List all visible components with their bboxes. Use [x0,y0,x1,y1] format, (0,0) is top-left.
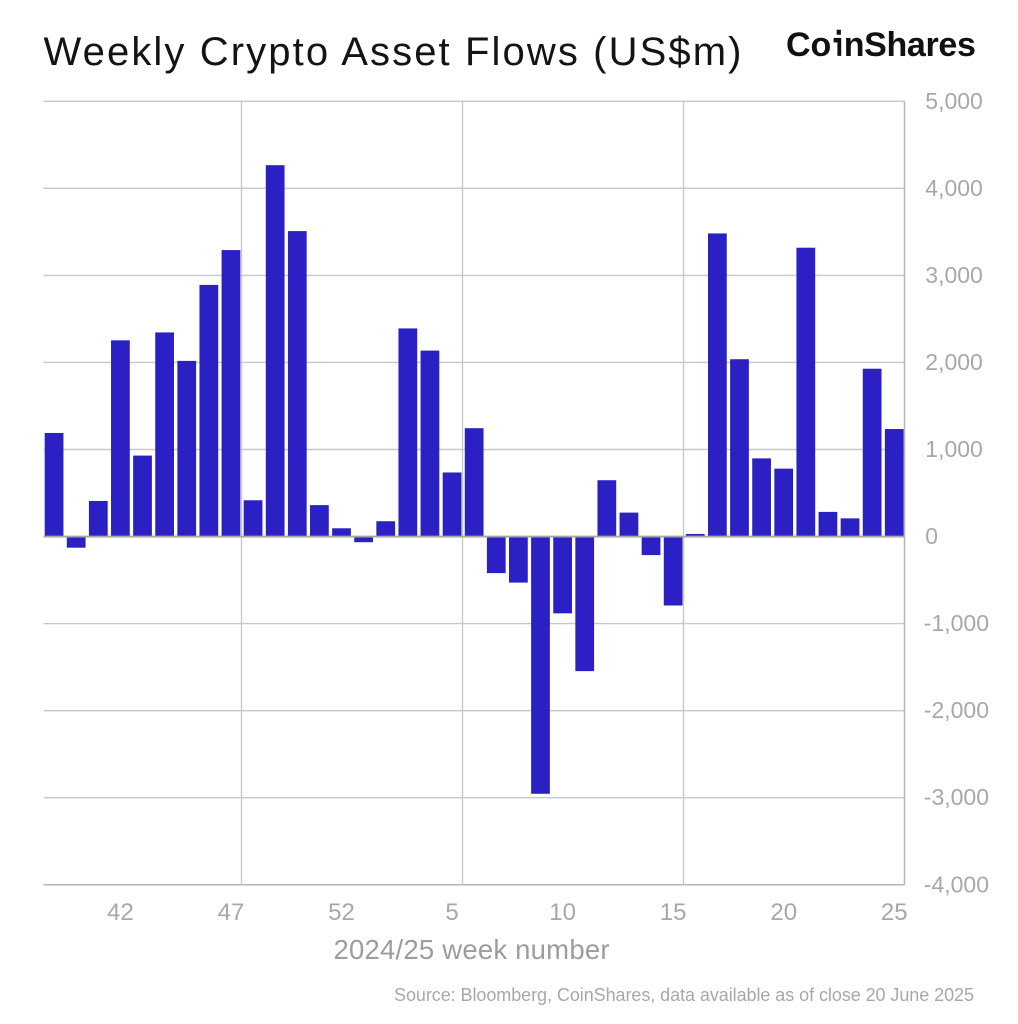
svg-text:3,000: 3,000 [925,262,983,288]
svg-text:20: 20 [770,899,797,926]
svg-text:2024/25 week number: 2024/25 week number [334,934,610,965]
svg-text:Weekly Crypto Asset Flows (US$: Weekly Crypto Asset Flows (US$m) [44,30,742,74]
svg-text:Source: Bloomberg, CoinShares,: Source: Bloomberg, CoinShares, data avai… [394,985,974,1005]
svg-text:10: 10 [549,899,576,926]
svg-text:5: 5 [445,899,458,926]
svg-text:nShares: nShares [844,26,976,64]
svg-text:42: 42 [107,899,134,926]
svg-text:0: 0 [925,523,938,549]
svg-text:47: 47 [218,899,245,926]
svg-text:2,000: 2,000 [925,349,983,375]
svg-text:-1,000: -1,000 [924,610,989,636]
svg-text:25: 25 [881,899,908,926]
svg-text:5,000: 5,000 [925,88,983,114]
svg-text:4,000: 4,000 [925,175,983,201]
svg-text:1,000: 1,000 [925,436,983,462]
svg-text:52: 52 [328,899,355,926]
svg-text:-4,000: -4,000 [924,871,989,897]
svg-text:Co: Co [786,26,831,64]
svg-text:-3,000: -3,000 [924,784,989,810]
svg-text:15: 15 [660,899,687,926]
svg-text:-2,000: -2,000 [924,697,989,723]
